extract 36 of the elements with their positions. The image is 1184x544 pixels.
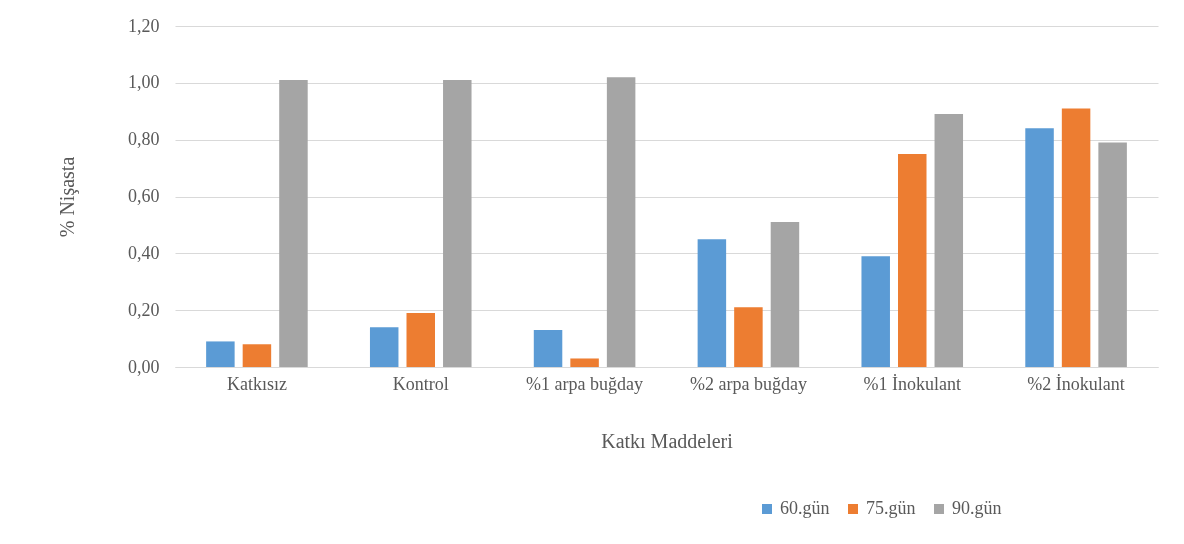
x-tick-label: Katkısız (226, 373, 287, 394)
y-tick-label: 0,20 (128, 299, 160, 320)
y-tick-label: 0,60 (128, 186, 160, 206)
legend-label: 90.gün (952, 498, 1002, 518)
x-tick-label: Kontrol (392, 373, 449, 394)
legend-label: 75.gün (866, 498, 916, 518)
bar (934, 114, 964, 367)
bar (406, 313, 435, 367)
bar (279, 79, 308, 367)
x-tick-label: %1 arpa buğday (526, 373, 644, 394)
y-tick-label: 0,40 (128, 242, 160, 263)
legend-label: 60.gün (780, 498, 830, 518)
bar (369, 327, 399, 367)
bar (1025, 128, 1054, 367)
bar (570, 358, 599, 367)
bar (1098, 142, 1127, 367)
bar (1061, 108, 1091, 367)
bar (898, 153, 927, 367)
x-tick-label: %2 İnokulant (1027, 373, 1125, 394)
bar (533, 330, 563, 367)
bar (206, 341, 235, 367)
x-axis-title: Katkı Maddeleri (601, 429, 734, 452)
bar (734, 307, 763, 367)
x-tick-label: %1 İnokulant (863, 373, 961, 394)
bar (443, 79, 472, 367)
bar (697, 239, 727, 367)
x-tick-label: %2 arpa buğday (689, 373, 807, 394)
bar (606, 77, 636, 367)
y-tick-label: 1,00 (128, 72, 160, 93)
y-tick-label: 1,20 (128, 15, 160, 36)
bar (242, 344, 272, 367)
bar (861, 256, 890, 367)
y-tick-label: 0,00 (128, 356, 160, 377)
y-axis-title: % Nişasta (56, 156, 79, 238)
bar (770, 222, 800, 367)
y-tick-label: 0,80 (128, 129, 160, 150)
